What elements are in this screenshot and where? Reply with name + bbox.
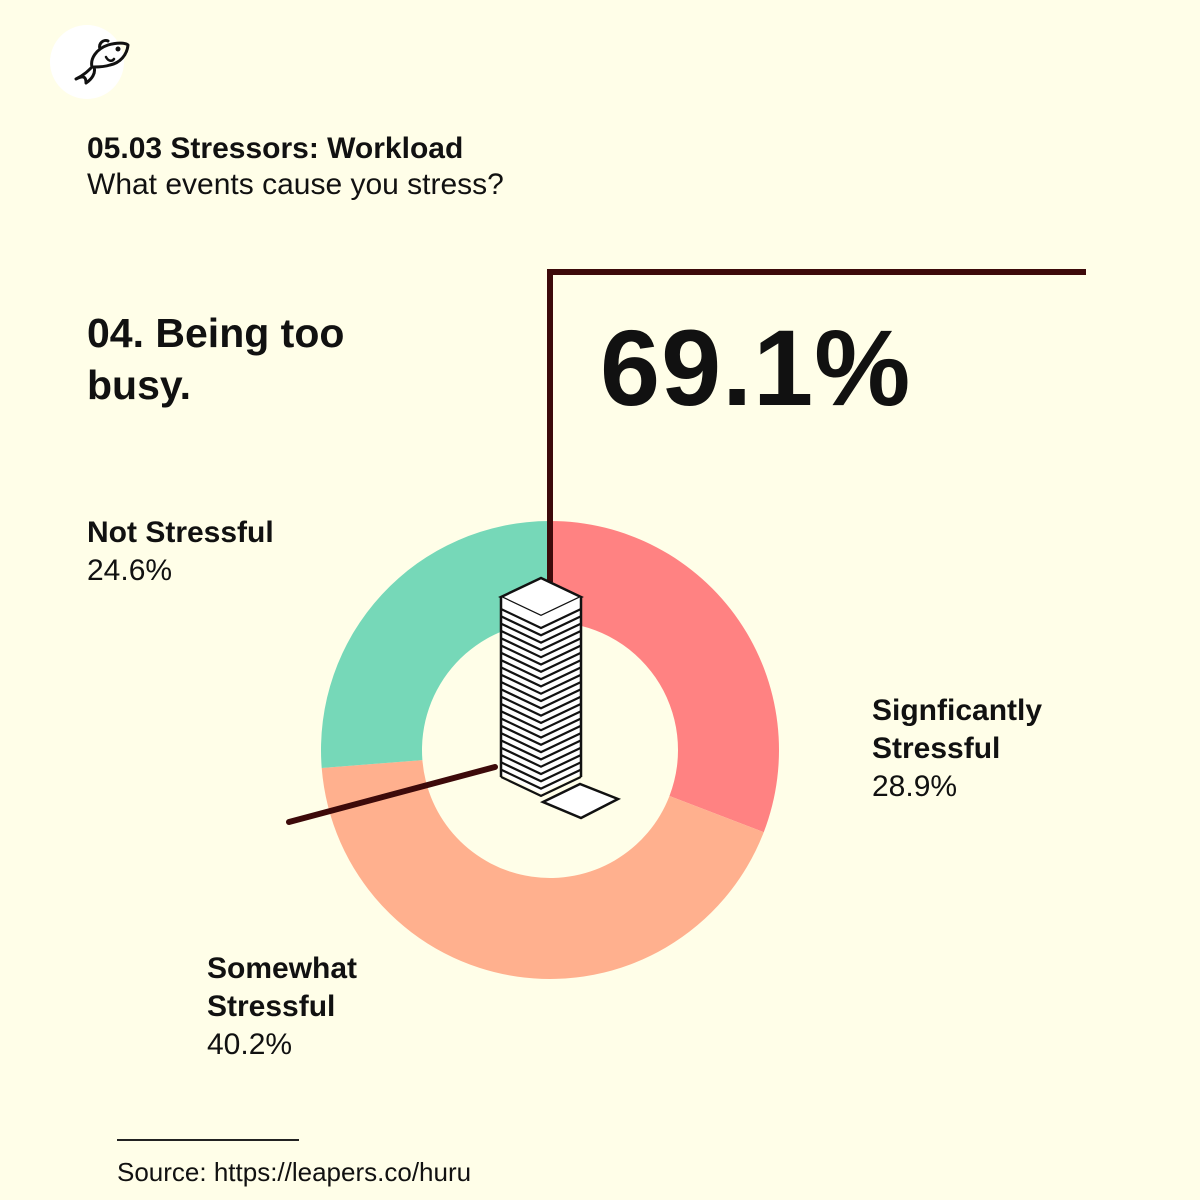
label-value: 40.2% <box>207 1028 293 1061</box>
building-floor-line <box>500 608 582 630</box>
divider-line <box>286 764 498 825</box>
label-somewhat-stressful: Somewhat Stressful 40.2% <box>207 950 427 1064</box>
building-floor-line <box>500 637 582 659</box>
building-floor-line <box>500 651 582 674</box>
building-floor-line <box>500 615 582 637</box>
donut-slice-significantly-stressful <box>550 521 779 833</box>
label-name: Not Stressful <box>87 516 274 549</box>
highlight-percentage: 69.1% <box>600 307 912 428</box>
label-name: Signficantly Stressful <box>872 694 1043 765</box>
label-name: Somewhat Stressful <box>207 952 358 1023</box>
source-divider <box>117 1139 299 1141</box>
building-floor-line <box>500 688 582 710</box>
building-floor-line <box>500 775 582 798</box>
building-body <box>501 597 581 793</box>
building-base <box>539 782 622 820</box>
building-floor-line <box>500 732 582 754</box>
donut-slice-not-stressful <box>321 521 550 769</box>
building-floor-line <box>500 695 582 717</box>
label-not-stressful: Not Stressful 24.6% <box>87 514 274 590</box>
donut-slice-somewhat-stressful <box>321 760 764 980</box>
heading: 05.03 Stressors: Workload What events ca… <box>87 131 504 203</box>
building-illustration <box>498 576 622 820</box>
building-floor-line <box>500 622 582 644</box>
building-floor-line <box>500 673 582 695</box>
building-floor-line <box>500 717 582 739</box>
building-floor-line <box>500 761 582 783</box>
label-value: 28.9% <box>872 770 958 803</box>
building-floor-line <box>500 644 582 666</box>
building-floor-line <box>500 659 582 681</box>
building-floor-line <box>500 768 582 790</box>
question-title: 04. Being too busy. <box>87 310 345 408</box>
building-floor-line <box>500 710 582 732</box>
label-significantly-stressful: Signficantly Stressful 28.9% <box>872 692 1102 806</box>
building-floor-line <box>500 746 582 768</box>
building-floor-line <box>500 739 582 761</box>
building-floor-line <box>500 724 582 747</box>
callout-line <box>547 269 1086 582</box>
building-floor-line <box>500 754 582 776</box>
source-text: Source: https://leapers.co/huru <box>117 1157 472 1187</box>
building-floor-line <box>500 629 582 652</box>
fish-icon <box>74 39 130 85</box>
label-value: 24.6% <box>87 554 173 587</box>
logo <box>50 25 130 99</box>
building-floor-line <box>500 702 582 725</box>
page-subtitle: What events cause you stress? <box>87 168 504 201</box>
page-title: 05.03 Stressors: Workload <box>87 132 464 165</box>
building-floor-line <box>500 681 582 703</box>
building-floor-line <box>500 666 582 688</box>
